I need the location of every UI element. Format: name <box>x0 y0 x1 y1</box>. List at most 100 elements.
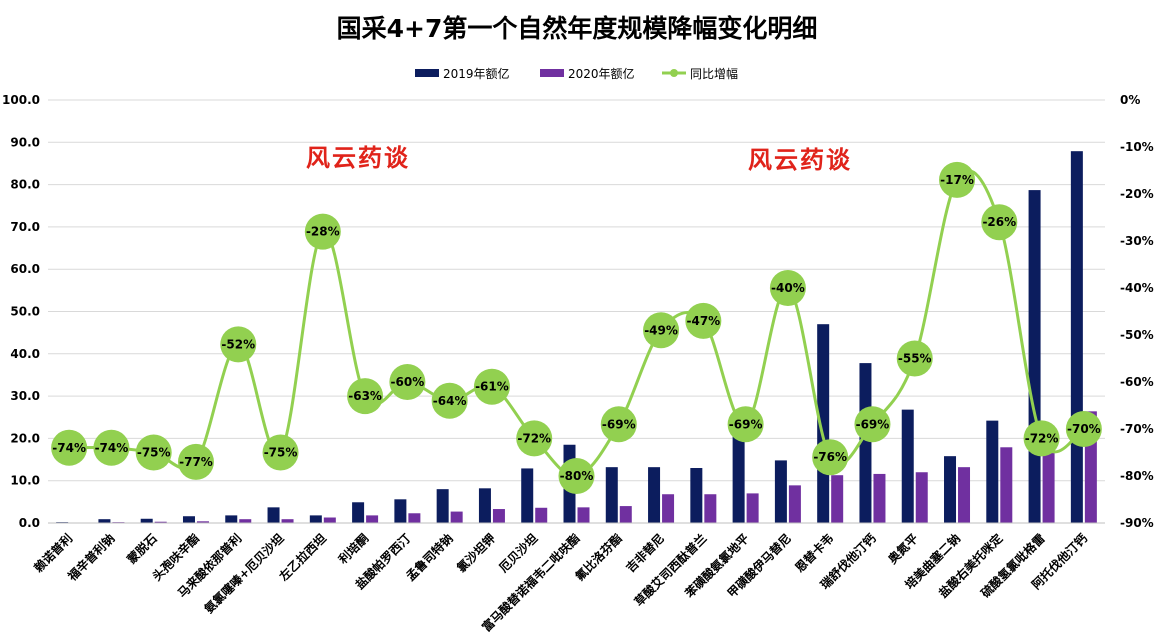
y-left-tick-label: 30.0 <box>10 389 40 403</box>
growth-data-label: -26% <box>982 215 1016 229</box>
growth-marker <box>1065 411 1102 447</box>
growth-data-label: -72% <box>517 431 551 445</box>
bar-2019 <box>1070 151 1083 524</box>
growth-data-label: -75% <box>137 446 171 460</box>
bar-2019 <box>225 515 238 523</box>
bar-2020 <box>831 475 844 523</box>
watermark-text: 风云药谈 <box>306 144 410 172</box>
growth-data-label: -64% <box>433 394 467 408</box>
bar-2020 <box>323 517 336 523</box>
growth-data-label: -69% <box>602 417 636 431</box>
bar-2019 <box>944 456 957 523</box>
growth-line: -74% -74% -75% -77% -52% -75% -28% -63% -60% -64%… <box>51 161 1102 494</box>
bar-2020 <box>577 507 590 523</box>
y-left-tick-label: 50.0 <box>10 305 40 319</box>
legend-label: 同比增幅 <box>690 66 738 81</box>
y-right-tick-label: -90% <box>1120 516 1154 530</box>
growth-data-label: -76% <box>813 450 847 464</box>
bar-2019 <box>901 409 914 523</box>
bar-2020 <box>196 521 209 523</box>
legend: 2019年额亿 2020年额亿 同比增幅 <box>415 66 738 81</box>
bar-2019 <box>605 467 618 523</box>
y-right-tick-label: 0% <box>1120 93 1140 107</box>
y-right-tick-label: -40% <box>1120 281 1154 295</box>
bar-2020 <box>958 467 971 523</box>
bar-2019 <box>521 468 534 523</box>
growth-marker <box>685 302 722 339</box>
category-label: 草酸艾司西酞普兰 <box>631 531 709 609</box>
y-right-tick-label: -60% <box>1120 375 1154 389</box>
category-label: 利培酮 <box>335 531 371 567</box>
bar-2020 <box>535 507 548 523</box>
bar-2019 <box>98 519 111 523</box>
bar-2019 <box>1028 190 1041 523</box>
bar-2019 <box>309 515 322 523</box>
growth-marker <box>516 420 553 457</box>
y-left-tick-label: 0.0 <box>19 516 40 530</box>
category-label: 吉非替尼 <box>623 531 668 576</box>
growth-marker <box>854 406 891 443</box>
growth-data-label: -72% <box>1025 431 1059 445</box>
y-right-tick-label: -70% <box>1120 422 1154 436</box>
growth-marker <box>93 429 130 466</box>
growth-marker <box>177 443 214 480</box>
bar-2020 <box>662 494 675 523</box>
growth-marker <box>727 406 764 443</box>
growth-data-label: -69% <box>729 417 763 431</box>
y-left-tick-label: 20.0 <box>10 431 40 445</box>
growth-data-label: -69% <box>856 417 890 431</box>
bar-2019 <box>774 460 787 523</box>
y-right-tick-label: -50% <box>1120 328 1154 342</box>
growth-marker <box>812 439 849 476</box>
bar-2019 <box>648 467 661 523</box>
growth-marker <box>51 429 88 466</box>
growth-marker <box>135 434 172 471</box>
bar-2020 <box>746 493 759 523</box>
growth-data-label: -74% <box>95 441 129 455</box>
bar-2019 <box>986 420 999 523</box>
growth-marker <box>262 434 299 471</box>
growth-data-label: -52% <box>221 337 255 351</box>
y-left-tick-label: 10.0 <box>10 474 40 488</box>
y-right-tick-label: -80% <box>1120 469 1154 483</box>
category-label: 赖诺普利 <box>31 531 76 576</box>
bar-2020 <box>239 519 252 523</box>
growth-marker <box>558 458 595 494</box>
growth-marker <box>896 340 933 377</box>
growth-data-label: -61% <box>475 380 509 394</box>
growth-data-label: -80% <box>560 469 594 483</box>
bar-2020 <box>492 509 505 523</box>
legend-label: 2019年额亿 <box>443 66 510 81</box>
bar-2020 <box>619 506 632 523</box>
y-left-tick-label: 100.0 <box>2 93 40 107</box>
growth-marker <box>769 270 806 306</box>
bar-2019 <box>732 432 745 523</box>
growth-marker <box>939 161 976 198</box>
growth-marker <box>220 326 257 363</box>
bar-2019 <box>859 363 872 523</box>
growth-data-label: -17% <box>940 173 974 187</box>
growth-line-path <box>69 169 1085 478</box>
bar-2019 <box>182 516 195 523</box>
growth-data-label: -70% <box>1067 422 1101 436</box>
bar-2019 <box>394 499 407 523</box>
bar-2019 <box>352 502 365 523</box>
bar-2020 <box>704 494 717 523</box>
bar-2019 <box>140 518 153 523</box>
bar-2020 <box>788 485 801 523</box>
category-label: 蒙脱石 <box>124 531 160 567</box>
growth-data-label: -77% <box>179 455 213 469</box>
growth-data-label: -40% <box>771 281 805 295</box>
legend-marker <box>670 69 678 77</box>
y-right-tick-label: -30% <box>1120 234 1154 248</box>
bar-2019 <box>690 468 703 523</box>
bar-2020 <box>450 511 463 523</box>
legend-swatch <box>415 69 439 77</box>
growth-data-label: -75% <box>264 446 298 460</box>
y-left-tick-label: 70.0 <box>10 220 40 234</box>
growth-marker <box>473 368 510 405</box>
category-label: 恩替卡韦 <box>792 531 837 576</box>
growth-marker <box>1023 420 1060 457</box>
watermarks: 风云药谈 风云药谈 <box>306 144 850 174</box>
